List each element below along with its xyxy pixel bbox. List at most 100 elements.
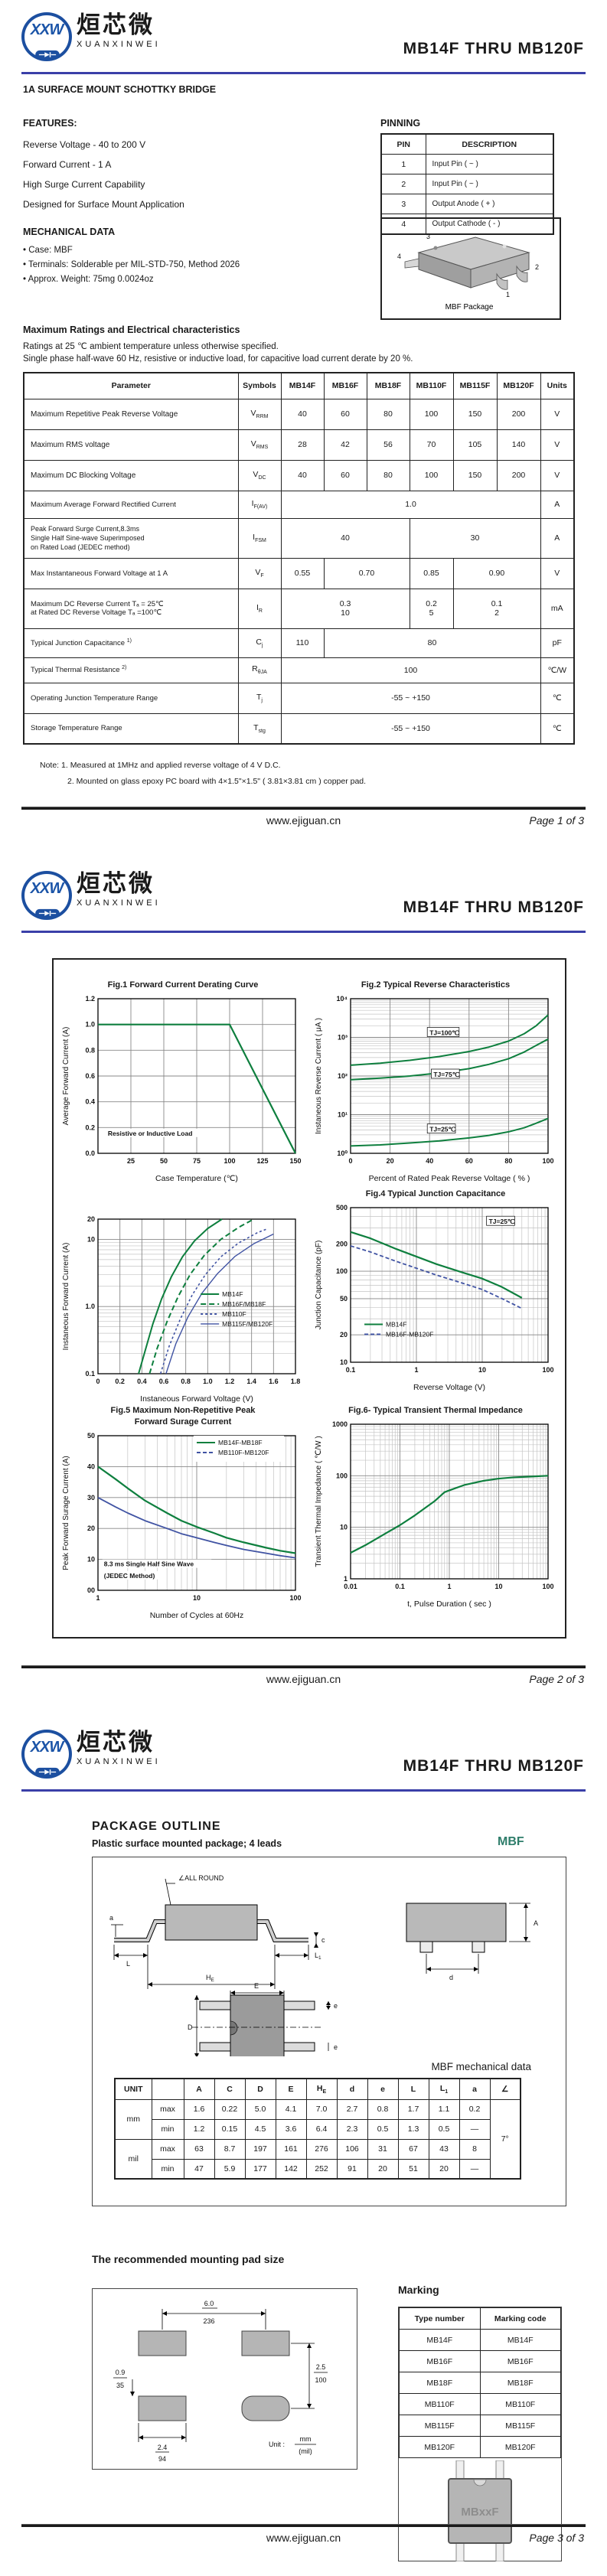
unit-label: Unit : (269, 2441, 285, 2448)
mechanical-item: • Approx. Weight: 75mg 0.0024oz (23, 275, 154, 284)
table-cell: 110 (280, 628, 325, 658)
allround-label: ∠ALL ROUND (178, 1874, 224, 1882)
mounting-pad-drawing: 6.0 236 2.5 100 0.9 35 2.4 94 Unit : mm … (113, 2300, 328, 2463)
table-cell: — (459, 2158, 491, 2180)
package-label: MBF Package (445, 303, 494, 311)
svg-text:50: 50 (340, 1295, 348, 1303)
svg-text:Instaneous Forward Current (A): Instaneous Forward Current (A) (62, 1243, 70, 1351)
table-header-cell: Units (540, 372, 575, 399)
diode-icon (35, 50, 60, 60)
table-cell: VDC (237, 459, 282, 491)
svg-text:Resistive or Inductive Load: Resistive or Inductive Load (108, 1130, 193, 1137)
svg-text:40: 40 (426, 1157, 433, 1165)
table-cell (151, 2078, 184, 2100)
features-heading: FEATURES: (23, 118, 77, 129)
marking-table: Type number Marking code MB14F MB14F MB16F MB… (399, 2307, 561, 2458)
table-header-cell: MB14F (280, 372, 325, 399)
table-header-cell: Parameter (23, 372, 239, 399)
package-outline-heading: PACKAGE OUTLINE (92, 1820, 221, 1833)
table-cell: Maximum DC Blocking Voltage (23, 459, 239, 491)
logo-monogram: XXW (30, 21, 64, 38)
table-header-cell: E (275, 2078, 307, 2100)
svg-text:10: 10 (193, 1594, 201, 1602)
svg-text:Case Temperature (℃): Case Temperature (℃) (155, 1174, 238, 1183)
svg-text:0.4: 0.4 (137, 1378, 147, 1385)
svg-text:0.0: 0.0 (85, 1149, 95, 1157)
ratings-table: Parameter Symbols MB14F MB16F MB18F MB110F MB1… (23, 372, 575, 745)
svg-text:10²: 10² (338, 1072, 348, 1080)
table-cell: ℃/W (540, 657, 575, 683)
table-cell: 28 (280, 429, 325, 461)
doc-title: MB14F THRU MB120F (403, 40, 584, 57)
svg-text:1.8: 1.8 (291, 1378, 301, 1385)
svg-text:TJ=75℃: TJ=75℃ (433, 1071, 459, 1078)
table-cell: V (540, 429, 575, 461)
table-cell: MB16F (479, 2350, 561, 2372)
mechanical-data-table: UNIT A C D E HE d e L L1 a ∠ mm max 1.6 0.22 5.0 4.1 7.0 2.… (114, 2078, 521, 2180)
table-cell: 4.5 (244, 2118, 276, 2140)
table-header-cell: DESCRIPTION (425, 133, 554, 155)
chart-plot: 0.01 0.1 1 10 100 1 10 100 1000 t, Pulse Duration… (315, 1420, 554, 1609)
table-cell: 1.1 (428, 2098, 460, 2120)
table-cell: Maximum RMS voltage (23, 429, 239, 461)
mechanical-heading: MECHANICAL DATA (23, 227, 116, 237)
chart-plot: 1 10 100 00 10 20 30 40 50 Number of Cycles at 60… (62, 1432, 302, 1620)
table-header-cell: A (183, 2078, 215, 2100)
chart-plot: 0.1 1 10 100 10 20 50 100 200 500 Reverse Voltage … (315, 1204, 554, 1392)
L-label: L (126, 1960, 130, 1968)
table-cell: 40 (280, 398, 325, 430)
table-cell: 43 (428, 2138, 460, 2160)
brand-logo: XXW 烜芯微 XUANXINWEI (21, 871, 161, 920)
pad-dim-top-mil: 236 (203, 2317, 214, 2325)
svg-text:Instaneous Forward Voltage (V): Instaneous Forward Voltage (V) (140, 1394, 253, 1404)
table-cell: 150 (452, 398, 498, 430)
chart-plot: 25 50 75 100 125 150 0.0 0.2 0.4 0.6 0.8 1.0 1.2 Case… (62, 995, 302, 1183)
table-cell: MB115F (479, 2415, 561, 2437)
table-cell: Typical Junction Capacitance 1) (23, 628, 239, 658)
chart-fig3: 0 0.2 0.4 0.6 0.8 1.0 1.2 1.4 1.6 1.8 0.1 1.0 10 20 In… (60, 1200, 306, 1410)
svg-text:MB110F: MB110F (222, 1310, 246, 1318)
logo-text: 烜芯微 XUANXINWEI (77, 1730, 161, 1767)
charts-box (52, 958, 566, 1639)
table-cell: mA (540, 588, 575, 629)
pad-dim-left-mm: 0.9 (116, 2369, 126, 2376)
svg-text:30: 30 (87, 1494, 95, 1502)
svg-text:0.1: 0.1 (85, 1370, 95, 1378)
table-header-cell: PIN (380, 133, 426, 155)
svg-text:Instaneous Reverse Current ( μ: Instaneous Reverse Current ( μA ) (315, 1018, 323, 1134)
footer-website: www.ejiguan.cn (266, 1673, 341, 1685)
table-cell: 42 (323, 429, 367, 461)
table-header-cell: Type number (399, 2307, 481, 2330)
table-cell: 1.2 (183, 2118, 215, 2140)
svg-text:Percent of Rated Peak Reverse: Percent of Rated Peak Reverse Voltage ( … (369, 1174, 530, 1183)
pad-dim-left-mil: 35 (116, 2382, 124, 2389)
table-cell: Cj (237, 628, 282, 658)
table-cell: V (540, 398, 575, 430)
svg-text:TJ=25℃: TJ=25℃ (489, 1218, 515, 1225)
table-cell: -55 ~ +150 (280, 682, 541, 714)
table-cell: -55 ~ +150 (280, 712, 541, 745)
svg-text:125: 125 (256, 1157, 268, 1165)
table-cell: 0.5 (428, 2118, 460, 2140)
doc-title: MB14F THRU MB120F (403, 898, 584, 916)
svg-text:Junction Capacitance (pF): Junction Capacitance (pF) (315, 1241, 323, 1330)
chart-fig2: Fig.2 Typical Reverse Characteristics 0 20… (312, 980, 559, 1189)
mechanical-item: • Case: MBF (23, 246, 73, 255)
svg-text:200: 200 (336, 1240, 348, 1247)
marking-box: Type number Marking code MB14F MB14F MB16F MB… (398, 2307, 562, 2561)
svg-text:1000: 1000 (332, 1420, 348, 1428)
table-cell: 4 (380, 214, 426, 235)
outline-box: ∠ALL ROUND a L HE L1 c (92, 1857, 566, 2206)
table-cell: 70 (409, 429, 454, 461)
table-cell: 0.85 (409, 557, 454, 589)
table-cell: 252 (305, 2158, 338, 2180)
diode-icon (35, 1767, 60, 1777)
logo-circle: XXW (21, 871, 72, 920)
ratings-line2: Single phase half-wave 60 Hz, resistive … (23, 354, 413, 364)
pinning-heading: PINNING (380, 118, 421, 129)
table-cell: MB110F (399, 2393, 481, 2415)
chart-fig1: Fig.1 Forward Current Derating Curve 25 50… (60, 980, 306, 1189)
chart-title: Fig.4 Typical Junction Capacitance (365, 1189, 506, 1198)
svg-text:1.0: 1.0 (203, 1378, 213, 1385)
note-2: 2. Mounted on glass epoxy PC board with … (67, 777, 367, 786)
